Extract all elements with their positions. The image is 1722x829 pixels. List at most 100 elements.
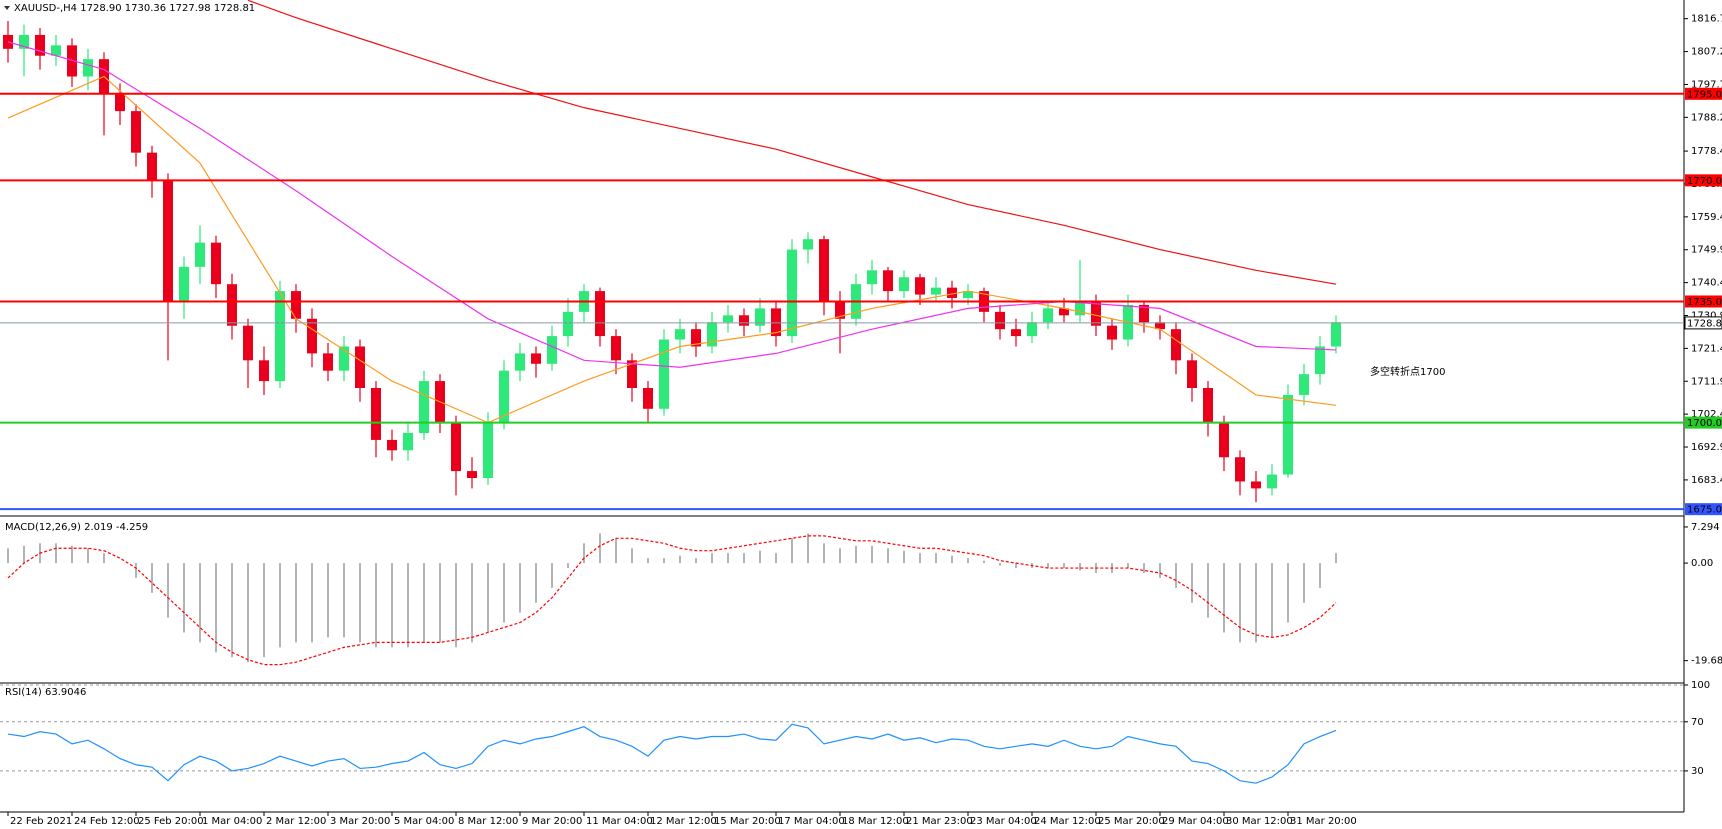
rsi-line (7, 723, 1337, 784)
level-label-box (1685, 87, 1722, 100)
panel-header: XAUUSD-,H4 1728.90 1730.36 1727.98 1728.… (14, 3, 255, 14)
candle-body (771, 308, 781, 337)
level-label-box (1685, 295, 1722, 308)
level-label: 1675.00 (1687, 505, 1722, 516)
x-tick-label: 25 Feb 20:00 (138, 816, 204, 827)
candle-body (1187, 360, 1197, 389)
candle-body (291, 291, 301, 319)
y-tick-label: 0.00 (1691, 558, 1713, 569)
candle-body (787, 249, 797, 337)
candle-body (1267, 474, 1277, 489)
candle-body (451, 422, 461, 472)
candle-body (931, 287, 941, 295)
candle-body (307, 318, 317, 354)
level-label: 1770.00 (1687, 176, 1722, 187)
candle-body (1219, 422, 1229, 458)
candle-body (1075, 301, 1085, 316)
x-tick-label: 23 Mar 04:00 (970, 816, 1037, 827)
candle-body (259, 360, 269, 382)
candle-body (163, 180, 173, 302)
candle-body (547, 336, 557, 364)
candle-body (1283, 394, 1293, 475)
x-tick-label: 24 Mar 12:00 (1034, 816, 1101, 827)
candle-body (643, 388, 653, 409)
x-tick-label: 21 Mar 23:00 (906, 816, 973, 827)
x-tick-label: 1 Mar 04:00 (202, 816, 262, 827)
candle-body (35, 34, 45, 56)
candle-body (947, 287, 957, 299)
candle-body (83, 59, 93, 77)
candle-body (19, 34, 29, 49)
candle-body (275, 291, 285, 382)
level-label-box (1685, 416, 1722, 429)
candle-body (1251, 481, 1261, 489)
candle-body (323, 353, 333, 371)
candle-body (179, 266, 189, 302)
y-tick-label: 70 (1691, 717, 1704, 728)
candle-body (1203, 388, 1213, 423)
candle-body (243, 325, 253, 361)
level-label: 1735.00 (1687, 297, 1722, 308)
x-tick-label: 11 Mar 04:00 (586, 816, 653, 827)
x-tick-label: 24 Feb 12:00 (74, 816, 140, 827)
menu-arrow-icon[interactable] (4, 6, 10, 10)
candle-body (883, 270, 893, 292)
panel (0, 684, 1684, 784)
candle-body (595, 291, 605, 337)
candle-body (1059, 308, 1069, 316)
candle-body (803, 239, 813, 250)
candle-body (1107, 325, 1117, 340)
y-tick-label: 1778.45 (1691, 146, 1722, 157)
x-tick-label: 5 Mar 04:00 (394, 816, 454, 827)
x-tick-label: 12 Mar 12:00 (650, 816, 717, 827)
y-tick-label: 1692.95 (1691, 442, 1722, 453)
level-label: 1700.00 (1687, 418, 1722, 429)
candle-body (1155, 322, 1165, 330)
last-price-label: 1728.81 (1687, 318, 1722, 329)
panel-header: RSI(14) 63.9046 (5, 687, 86, 698)
x-tick-label: 17 Mar 04:00 (778, 816, 845, 827)
candle-body (403, 433, 413, 451)
panel-header: MACD(12,26,9) 2.019 -4.259 (5, 522, 148, 533)
candle-body (755, 308, 765, 326)
y-tick-label: 1797.70 (1691, 79, 1722, 90)
candle-body (819, 239, 829, 302)
candle-body (691, 329, 701, 347)
candle-body (211, 242, 221, 285)
candle-body (371, 388, 381, 440)
candle-body (1027, 322, 1037, 337)
y-tick-label: -19.689 (1691, 656, 1722, 667)
last-price-box (1684, 316, 1722, 330)
candle-body (899, 277, 909, 292)
candle-body (707, 322, 717, 347)
y-tick-label: 1807.20 (1691, 47, 1722, 58)
candle-body (195, 242, 205, 267)
candle-body (723, 315, 733, 323)
y-tick-label: 1721.45 (1691, 343, 1722, 354)
candle-body (467, 471, 477, 479)
candle-body (835, 301, 845, 319)
level-label-box (1685, 174, 1722, 187)
candle-body (387, 439, 397, 451)
candle-body (563, 311, 573, 337)
annotation: 多空转折点1700 (1370, 365, 1445, 378)
candle-body (1043, 308, 1053, 323)
x-tick-label: 2 Mar 12:00 (266, 816, 326, 827)
x-tick-label: 3 Mar 20:00 (330, 816, 390, 827)
x-tick-label: 22 Feb 2021 (10, 816, 72, 827)
candle-body (227, 284, 237, 326)
candle-body (131, 111, 141, 153)
y-tick-label: 1759.45 (1691, 212, 1722, 223)
panel (7, 533, 1337, 666)
y-tick-label: 1816.70 (1691, 14, 1722, 25)
candle-body (515, 353, 525, 371)
y-tick-label: 1683.45 (1691, 475, 1722, 486)
macd-signal (7, 535, 1337, 666)
level-label-box (1685, 503, 1722, 516)
candle-body (1331, 322, 1341, 347)
candle-body (995, 311, 1005, 330)
candle-body (1171, 329, 1181, 361)
candle-body (659, 339, 669, 409)
candle-body (611, 336, 621, 361)
